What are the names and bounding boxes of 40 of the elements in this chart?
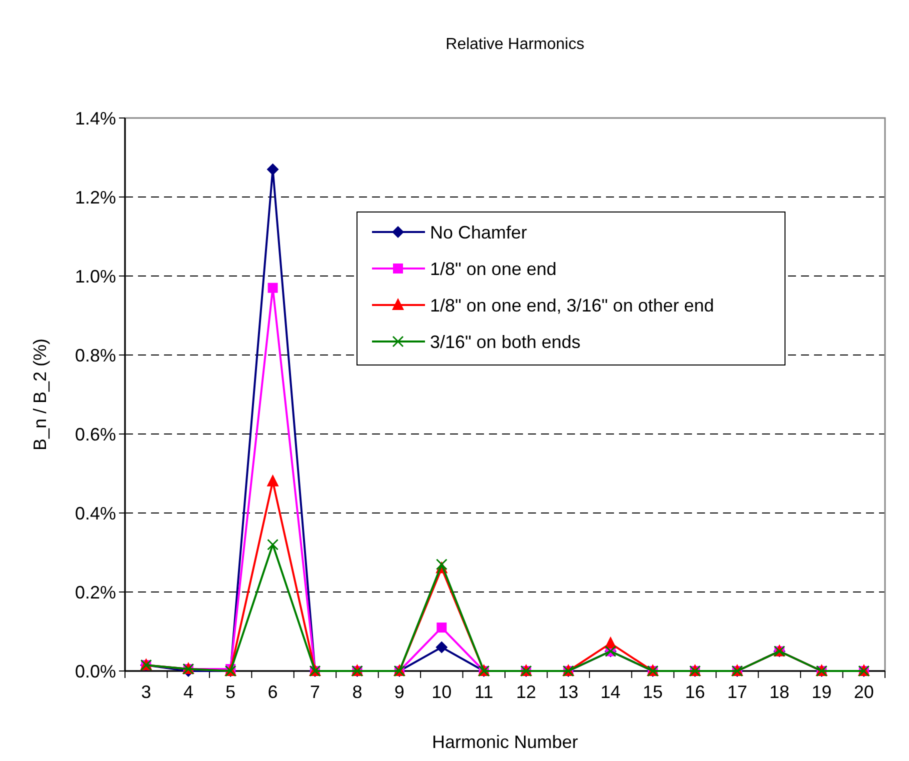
- x-tick-label: 10: [432, 682, 452, 702]
- x-tick-label: 8: [352, 682, 362, 702]
- y-tick-label: 1.4%: [74, 108, 116, 128]
- x-tick-label: 6: [268, 682, 278, 702]
- x-tick-label: 13: [558, 682, 578, 702]
- y-tick-label: 0.0%: [74, 661, 116, 682]
- point: [267, 538, 279, 550]
- legend-label: No Chamfer: [430, 222, 528, 242]
- x-tick-label: 3: [141, 682, 152, 702]
- y-tick-label: 1.0%: [74, 266, 116, 286]
- y-axis-title: B_n / B_2 (%): [30, 338, 50, 451]
- x-tick-label: 11: [474, 682, 494, 702]
- x-tick-label: 17: [727, 682, 748, 702]
- y-tick-label: 0.6%: [74, 424, 116, 444]
- x-tick-label: 12: [516, 682, 536, 702]
- x-tick-label: 15: [642, 682, 663, 702]
- x-tick-label: 9: [394, 682, 404, 702]
- y-tick-label: 0.2%: [74, 582, 116, 602]
- point: [266, 163, 279, 176]
- x-tick-label: 5: [226, 682, 236, 702]
- point: [436, 558, 448, 570]
- x-tick-label: 7: [310, 682, 320, 702]
- y-tick-label: 0.8%: [74, 345, 116, 366]
- x-tick-label: 16: [684, 682, 706, 702]
- x-tick-label: 18: [769, 682, 790, 702]
- legend-label: 3/16" on both ends: [430, 332, 581, 352]
- chart-title: Relative Harmonics: [446, 36, 584, 53]
- x-tick-label: 4: [183, 682, 194, 702]
- x-tick-label: 19: [812, 682, 832, 702]
- point: [266, 474, 279, 486]
- x-tick-label: 14: [600, 682, 621, 702]
- legend-label: 1/8" on one end, 3/16" on other end: [430, 295, 714, 316]
- point: [436, 622, 447, 633]
- y-tick-label: 1.2%: [74, 187, 116, 208]
- legend-label: 1/8" on one end: [430, 258, 557, 279]
- point: [436, 641, 448, 654]
- point: [268, 282, 278, 293]
- y-tick-label: 0.4%: [74, 503, 116, 524]
- x-tick-label: 20: [854, 682, 874, 702]
- x-axis-title: Harmonic Number: [432, 732, 578, 752]
